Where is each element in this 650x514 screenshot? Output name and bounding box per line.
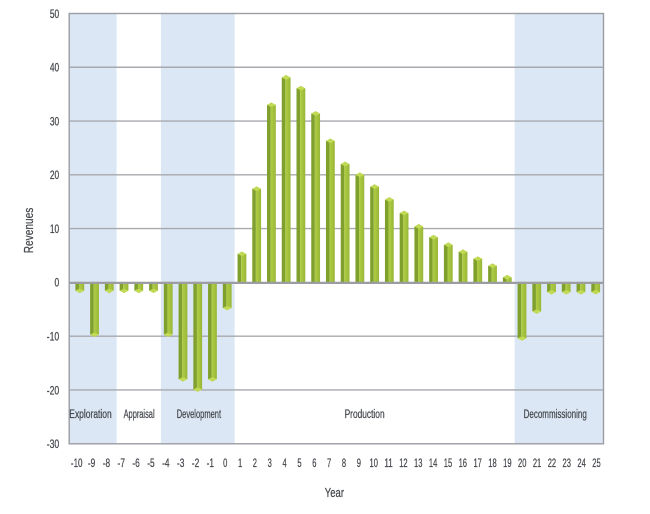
svg-text:24: 24 (577, 456, 586, 470)
svg-text:16: 16 (459, 456, 468, 470)
svg-text:-7: -7 (118, 456, 126, 470)
svg-text:Revenues: Revenues (21, 207, 36, 253)
svg-text:Appraisal: Appraisal (124, 409, 155, 421)
svg-text:Year: Year (325, 486, 344, 500)
svg-text:13: 13 (414, 456, 423, 470)
svg-text:9: 9 (357, 456, 361, 470)
svg-text:23: 23 (563, 456, 572, 470)
svg-text:-5: -5 (147, 456, 155, 470)
svg-text:20: 20 (50, 168, 60, 182)
svg-text:12: 12 (399, 456, 408, 470)
svg-text:8: 8 (342, 456, 346, 470)
svg-text:0: 0 (223, 456, 227, 470)
svg-text:19: 19 (503, 456, 512, 470)
svg-text:2: 2 (253, 456, 257, 470)
svg-text:Decommissioning: Decommissioning (524, 409, 587, 421)
svg-text:18: 18 (488, 456, 497, 470)
svg-text:-2: -2 (192, 456, 200, 470)
svg-text:20: 20 (518, 456, 527, 470)
svg-text:-9: -9 (88, 456, 96, 470)
svg-text:Development: Development (177, 409, 222, 421)
svg-text:-20: -20 (47, 383, 60, 397)
svg-text:4: 4 (283, 456, 287, 470)
svg-text:Production: Production (345, 409, 385, 421)
svg-text:-1: -1 (207, 456, 215, 470)
svg-text:10: 10 (50, 222, 60, 236)
svg-text:6: 6 (312, 456, 316, 470)
svg-text:15: 15 (444, 456, 453, 470)
svg-text:1: 1 (238, 456, 242, 470)
svg-text:-30: -30 (47, 437, 60, 451)
svg-text:-8: -8 (103, 456, 111, 470)
svg-text:-3: -3 (177, 456, 185, 470)
svg-text:-4: -4 (162, 456, 170, 470)
svg-text:-6: -6 (132, 456, 140, 470)
svg-text:30: 30 (50, 114, 60, 128)
svg-text:0: 0 (55, 276, 60, 290)
svg-text:22: 22 (548, 456, 557, 470)
svg-text:10: 10 (370, 456, 379, 470)
svg-text:40: 40 (50, 61, 60, 75)
svg-text:-10: -10 (47, 329, 60, 343)
svg-text:-10: -10 (71, 456, 83, 470)
svg-text:21: 21 (533, 456, 542, 470)
svg-text:5: 5 (297, 456, 301, 470)
svg-text:25: 25 (592, 456, 601, 470)
svg-text:50: 50 (50, 7, 60, 21)
svg-text:14: 14 (429, 456, 438, 470)
svg-text:3: 3 (268, 456, 272, 470)
svg-text:7: 7 (327, 456, 331, 470)
svg-text:Exploration: Exploration (69, 409, 111, 421)
svg-text:17: 17 (473, 456, 482, 470)
svg-text:11: 11 (384, 456, 393, 470)
